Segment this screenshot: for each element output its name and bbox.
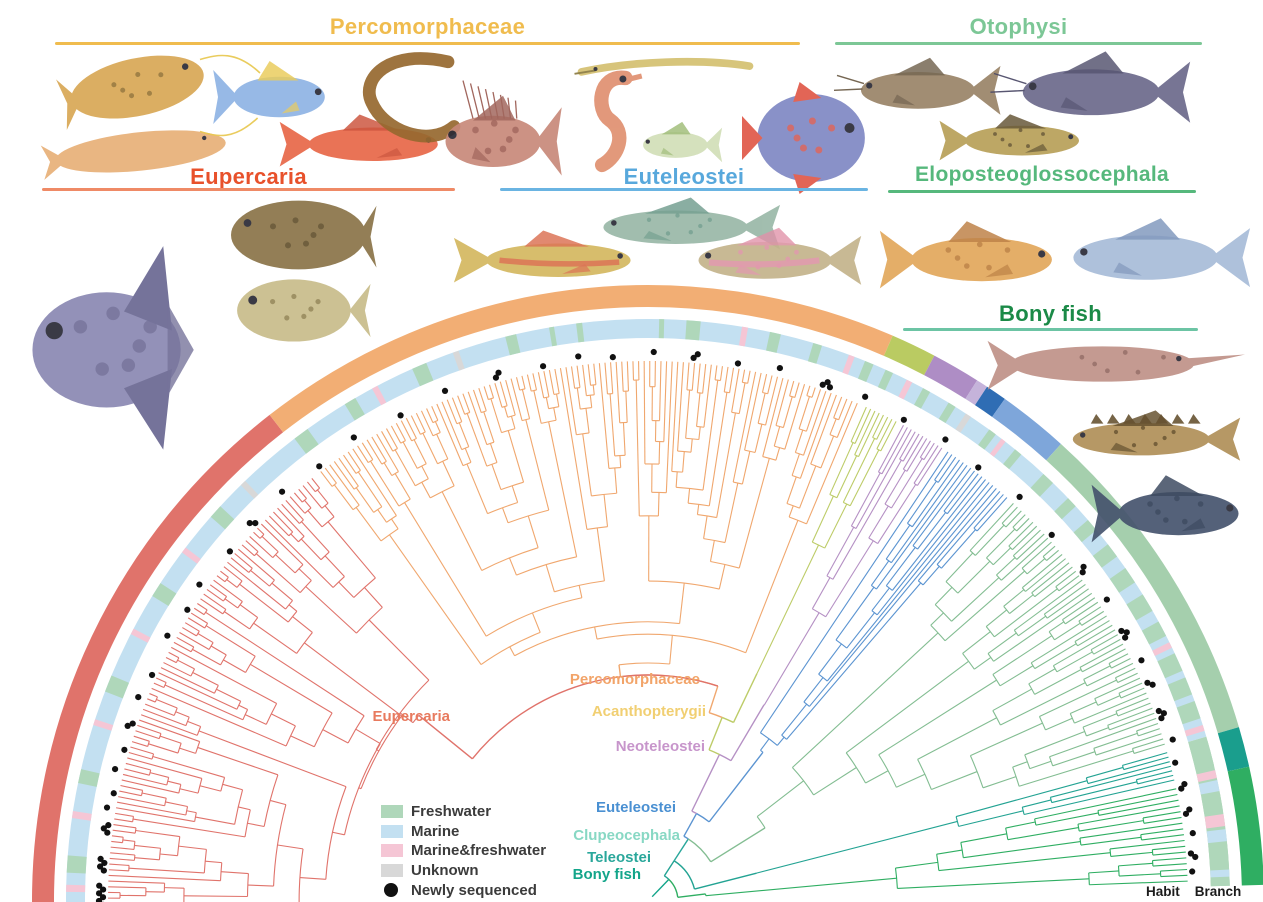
header-eupercaria-underline: [42, 188, 455, 191]
header-bony-fish: Bony fish: [999, 301, 1102, 326]
header-percomorphaceae-underline: [55, 42, 800, 45]
legend-label: Newly sequenced: [411, 881, 537, 899]
header-eloposteoglossocephala-underline: [888, 190, 1196, 193]
fish-coelacanth-illustration: [1091, 475, 1239, 543]
clade-percomorphaceae_rest: [320, 361, 858, 666]
header-otophysi-underline: [835, 42, 1202, 45]
clade-acanthopterygii_rest: [756, 406, 897, 674]
clade-neoteleostei_rest: [763, 424, 943, 706]
fish-bichir-illustration: [1072, 410, 1241, 461]
fish-seahorse-illustration: [594, 70, 643, 173]
label-eupercaria-node: Eupercaria: [372, 708, 450, 725]
fish-tarpon-illustration: [1073, 218, 1251, 288]
label-acanthopterygii-node: Acanthopterygii: [591, 703, 706, 720]
backbone: [418, 664, 766, 899]
legend-label: Marine: [411, 822, 460, 840]
fish-ocean-sunfish-illustration: [32, 246, 194, 450]
fish-rainbow-trout-illustration: [698, 227, 862, 285]
marine-freshwater-swatch: [381, 844, 403, 858]
clade-teleostei_teal: [755, 752, 1175, 874]
branch-ring: [32, 285, 1263, 902]
fish-lionfish-illustration: [445, 80, 562, 176]
clade-euteleostei_rest: [759, 451, 1008, 753]
branch-ring-caption: Branch: [1194, 884, 1242, 899]
unknown-swatch: [381, 864, 403, 878]
freshwater-swatch: [381, 805, 403, 819]
legend-label: Unknown: [411, 862, 479, 880]
habit-ring: [66, 319, 1230, 902]
legend-item-newly-sequenced: Newly sequenced: [381, 880, 546, 900]
label-percomorphaceae-node: Percomorphaceae: [569, 671, 700, 688]
header-euteleostei-underline: [500, 188, 868, 191]
legend-label: Marine&freshwater: [411, 842, 547, 860]
clade-eupercaria: [108, 478, 430, 902]
fish-loach-illustration: [939, 114, 1079, 161]
header-euteleostei: Euteleostei: [623, 164, 745, 189]
legend-item-marine-freshwater: Marine&freshwater: [381, 841, 546, 861]
fish-monkfish-illustration: [231, 200, 377, 270]
fish-catfish-gray-illustration: [990, 51, 1191, 123]
fish-flounder-illustration: [56, 55, 204, 131]
legend-label: Freshwater: [411, 803, 492, 821]
fish-glassfish-illustration: [643, 121, 723, 163]
label-euteleostei-node: Euteleostei: [595, 799, 676, 816]
header-otophysi: Otophysi: [969, 14, 1068, 39]
clade-bonyfish_basal: [705, 788, 1188, 897]
newly-sequenced-dot-swatch: [384, 883, 398, 898]
newly-sequenced-dots: [95, 348, 1199, 902]
fish-golden-trout-illustration: [453, 230, 631, 283]
header-bony-fish-underline: [903, 328, 1198, 331]
label-bony-fish-node: Bony fish: [572, 866, 641, 883]
legend-item-marine: Marine: [381, 822, 546, 842]
legend-item-unknown: Unknown: [381, 861, 546, 881]
fish-threadfin-illustration: [199, 54, 325, 137]
habitat-legend: Freshwater Marine Marine&freshwater Unkn…: [381, 802, 546, 900]
header-eloposteoglossocephala: Eloposteoglossocephala: [915, 163, 1169, 186]
fish-catfish-brown-illustration: [833, 57, 1001, 115]
legend-item-freshwater: Freshwater: [381, 802, 546, 822]
fish-eel-illustration: [362, 52, 461, 143]
label-neoteleostei-node: Neoteleostei: [615, 738, 705, 755]
clade-clupeocephala_green: [756, 503, 1165, 829]
fish-tonguefish-illustration: [40, 130, 226, 180]
ring-captions: Habit Branch: [1146, 884, 1241, 899]
habit-ring-caption: Habit: [1146, 884, 1180, 899]
marine-swatch: [381, 824, 403, 838]
fish-gar-illustration: [987, 340, 1246, 390]
fish-pufferfish-illustration: [237, 279, 371, 342]
label-clupeocephala-node: Clupeocephala: [573, 827, 680, 844]
header-eupercaria: Eupercaria: [190, 164, 307, 189]
header-percomorphaceae: Percomorphaceae: [329, 14, 526, 39]
label-teleostei-node: Teleostei: [587, 849, 651, 866]
fish-opah-illustration: [742, 82, 865, 194]
fish-pipefish-illustration: [574, 57, 754, 76]
fish-killifish-illustration: [879, 221, 1052, 289]
